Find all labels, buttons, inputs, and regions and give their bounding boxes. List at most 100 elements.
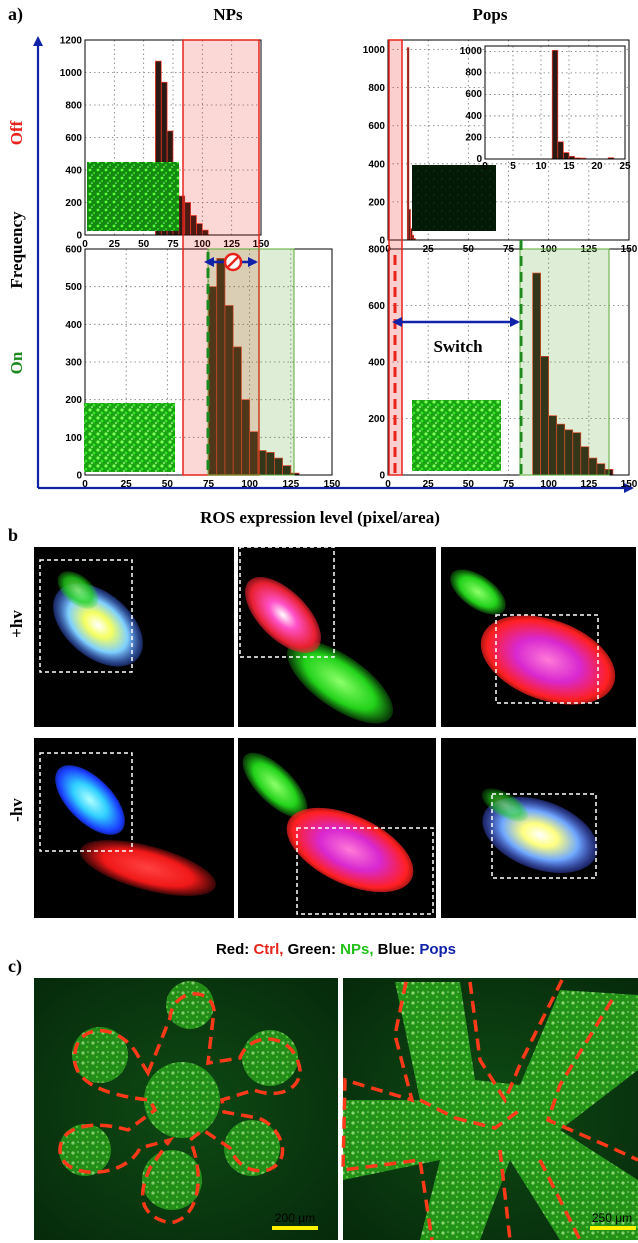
legend-red-name: Ctrl, bbox=[253, 941, 283, 958]
y-tick-label: 0 bbox=[379, 471, 385, 482]
y-tick-label: 800 bbox=[368, 83, 385, 94]
x-tick-label: 150 bbox=[253, 239, 270, 250]
y-tick-label: 400 bbox=[465, 111, 482, 122]
histogram-bar bbox=[551, 49, 559, 160]
y-tick-label: 0 bbox=[379, 236, 385, 247]
pops-on-range-highlight bbox=[519, 248, 610, 476]
y-tick-label: 600 bbox=[65, 133, 82, 144]
col-title-nps: NPs bbox=[213, 5, 243, 24]
x-tick-label: 0 bbox=[82, 239, 88, 250]
scatter-plot bbox=[238, 738, 436, 918]
x-tick-label: 150 bbox=[621, 479, 638, 490]
col-title-pops: Pops bbox=[473, 5, 508, 24]
micrograph-star-pattern: 250 μm bbox=[341, 978, 638, 1241]
x-tick-label: 0 bbox=[385, 479, 391, 490]
switch-label: Switch bbox=[433, 337, 483, 356]
y-tick-label: 800 bbox=[465, 68, 482, 79]
row-label-off: Off bbox=[7, 120, 26, 145]
y-tick-label: 800 bbox=[368, 245, 385, 256]
y-tick-label: 600 bbox=[465, 89, 482, 100]
hist-pops-on: 0 25 50 75 100 125 150 0 200 400 600 800 bbox=[368, 245, 637, 491]
x-tick-label: 50 bbox=[463, 479, 475, 490]
histogram-bar bbox=[563, 152, 570, 160]
micrograph-pops-on bbox=[412, 400, 501, 471]
panel-a-label: a) bbox=[8, 4, 23, 25]
x-tick-label: 100 bbox=[241, 479, 258, 490]
y-tick-label: 0 bbox=[76, 231, 82, 242]
y-tick-label: 1000 bbox=[460, 46, 483, 57]
x-tick-label: 5 bbox=[510, 161, 516, 172]
y-tick-label: 200 bbox=[465, 132, 482, 143]
y-tick-label: 400 bbox=[368, 159, 385, 170]
legend-red-prefix: Red: bbox=[216, 941, 254, 958]
x-tick-label: 0 bbox=[82, 479, 88, 490]
panel-b-label: b bbox=[8, 525, 18, 545]
x-tick-label: 0 bbox=[482, 161, 488, 172]
x-axis-label: ROS expression level (pixel/area) bbox=[200, 508, 440, 527]
y-tick-label: 200 bbox=[65, 198, 82, 209]
x-tick-label: 150 bbox=[324, 479, 341, 490]
x-tick-label: 75 bbox=[503, 479, 515, 490]
y-tick-label: 100 bbox=[65, 433, 82, 444]
y-tick-label: 1200 bbox=[60, 36, 83, 47]
y-tick-label: 200 bbox=[368, 414, 385, 425]
y-tick-label: 1000 bbox=[363, 45, 386, 56]
x-tick-label: 25 bbox=[619, 161, 631, 172]
plot-frame bbox=[387, 39, 630, 241]
y-tick-label: 400 bbox=[368, 358, 385, 369]
panel-c-label: c) bbox=[8, 956, 22, 977]
x-tick-label: 75 bbox=[167, 239, 179, 250]
y-tick-label: 1000 bbox=[60, 68, 83, 79]
x-tick-label: 20 bbox=[591, 161, 603, 172]
histogram-bar bbox=[557, 141, 564, 160]
y-tick-label: 600 bbox=[368, 301, 385, 312]
y-tick-label: 800 bbox=[65, 101, 82, 112]
scatter-row-label-plus-hv: +hv bbox=[7, 610, 26, 638]
x-tick-label: 100 bbox=[540, 479, 557, 490]
x-tick-label: 125 bbox=[580, 479, 597, 490]
y-tick-label: 200 bbox=[368, 197, 385, 208]
row-label-on: On bbox=[7, 351, 26, 374]
x-tick-label: 125 bbox=[282, 479, 299, 490]
x-tick-label: 25 bbox=[423, 479, 435, 490]
scatter-plot bbox=[238, 546, 436, 727]
x-tick-label: 100 bbox=[194, 239, 211, 250]
x-tick-label: 75 bbox=[203, 479, 215, 490]
color-legend: Red: Ctrl, Green: NPs, Blue: Pops bbox=[216, 941, 456, 958]
hist-pops-off-inset: 0 5 10 15 20 25 0 200 400 600 800 1000 bbox=[460, 45, 631, 172]
x-tick-label: 15 bbox=[563, 161, 575, 172]
plot-frame bbox=[387, 248, 630, 476]
scalebar-label-250: 250 μm bbox=[592, 1211, 632, 1225]
y-tick-label: 400 bbox=[65, 320, 82, 331]
scatter-plot bbox=[34, 738, 234, 918]
y-tick-label: 0 bbox=[476, 154, 482, 165]
micrograph-flower-pattern: 200 μm bbox=[34, 978, 338, 1240]
y-tick-label: 200 bbox=[65, 395, 82, 406]
y-tick-label: 500 bbox=[65, 282, 82, 293]
x-tick-label: 50 bbox=[138, 239, 150, 250]
legend-blue-prefix: Blue: bbox=[374, 941, 420, 958]
legend-green-prefix: Green: bbox=[283, 941, 340, 958]
x-tick-label: 25 bbox=[121, 479, 133, 490]
y-tick-label: 300 bbox=[65, 358, 82, 369]
y-tick-label: 600 bbox=[368, 121, 385, 132]
y-tick-label: 400 bbox=[65, 166, 82, 177]
prohibited-icon bbox=[223, 252, 243, 272]
legend-blue-name: Pops bbox=[419, 941, 456, 958]
x-tick-label: 10 bbox=[535, 161, 547, 172]
scalebar-label-200: 200 μm bbox=[275, 1211, 315, 1225]
legend-green-name: NPs, bbox=[340, 941, 373, 958]
plot-frame bbox=[484, 45, 626, 160]
nps-on-range-highlight bbox=[207, 248, 295, 476]
scatter-plot bbox=[441, 738, 636, 918]
y-tick-label: 600 bbox=[65, 245, 82, 256]
y-tick-label: 0 bbox=[76, 471, 82, 482]
x-tick-label: 125 bbox=[223, 239, 240, 250]
scatter-plot bbox=[34, 547, 234, 727]
y-axis-label: Frequency bbox=[7, 211, 26, 289]
micrograph-nps-off bbox=[87, 162, 179, 231]
micrograph-nps-on bbox=[84, 403, 175, 472]
micrograph-pops-off bbox=[412, 165, 496, 231]
x-tick-label: 25 bbox=[109, 239, 121, 250]
